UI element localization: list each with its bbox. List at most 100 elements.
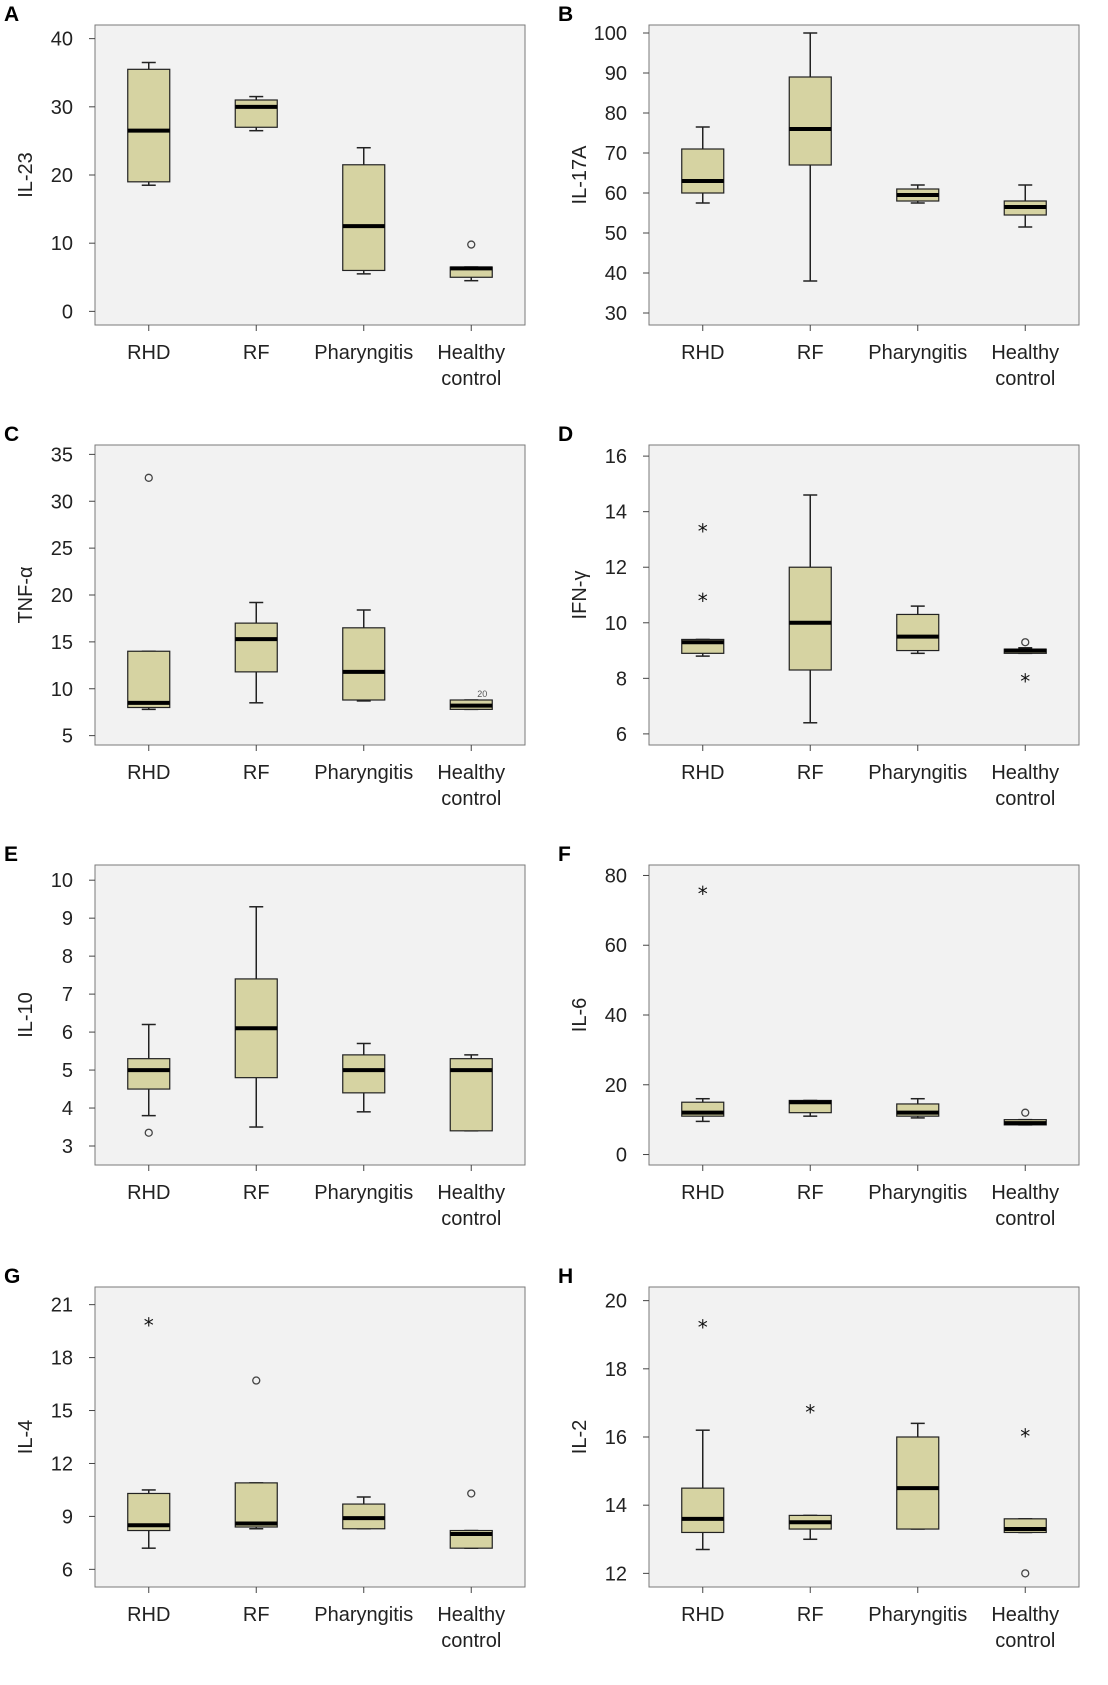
box-iqr <box>127 1058 171 1090</box>
y-tick-label: 15 <box>51 1401 73 1423</box>
x-category-label: Pharyngitis <box>314 762 413 784</box>
x-category-label: Healthy <box>437 762 505 784</box>
y-tick-label: 21 <box>51 1295 73 1317</box>
y-tick-label: 8 <box>62 946 73 968</box>
box-iqr <box>127 68 171 183</box>
x-category-label: control <box>995 788 1055 810</box>
y-tick-label: 5 <box>62 726 73 748</box>
chart-svg-c: C 5 10 15 20 25 30 35 TNF-α RHD RF Pharyngitis 20 Hea… <box>4 423 526 810</box>
y-tick-label: 0 <box>616 1145 627 1167</box>
box-iqr <box>342 164 386 272</box>
x-category-label: Pharyngitis <box>868 1604 967 1626</box>
y-tick-label: 6 <box>62 1022 73 1044</box>
plot-area <box>648 1286 1080 1588</box>
y-tick-label: 20 <box>605 1075 627 1097</box>
outlier-circle <box>144 1128 153 1137</box>
x-category-label: Pharyngitis <box>314 342 413 364</box>
panel-letter: C <box>4 423 19 446</box>
box-iqr <box>788 566 832 671</box>
y-tick-label: 40 <box>605 1005 627 1027</box>
x-category-label: control <box>995 368 1055 390</box>
panel-a: A 0 10 20 30 40 IL-23 RHD RF Pharyngitis Healthy co… <box>0 0 554 420</box>
box-iqr <box>127 650 171 709</box>
box-iqr <box>234 622 278 673</box>
x-category-label: RF <box>243 342 270 364</box>
panel-letter: E <box>4 843 18 866</box>
box-iqr <box>896 1436 940 1530</box>
x-category-label: RF <box>797 1182 824 1204</box>
y-tick-label: 0 <box>62 301 73 323</box>
y-tick-label: 16 <box>605 446 627 468</box>
x-category-label: RHD <box>681 1604 724 1626</box>
outlier-circle <box>252 1376 261 1385</box>
panel-f: F 0 20 40 60 80 IL-6 * RHD RF Pharyngitis Healthy co… <box>554 840 1108 1260</box>
y-tick-label: 6 <box>62 1559 73 1581</box>
x-category-label: RF <box>243 762 270 784</box>
y-tick-label: 40 <box>51 29 73 51</box>
plot-area <box>648 444 1080 746</box>
y-tick-label: 20 <box>51 585 73 607</box>
y-tick-label: 10 <box>51 233 73 255</box>
y-tick-label: 15 <box>51 632 73 654</box>
x-category-label: RHD <box>127 342 170 364</box>
chart-svg-h: H 12 14 16 18 20 IL-2 * RHD * RF Pharyngitis * Health… <box>558 1265 1080 1652</box>
y-tick-label: 3 <box>62 1136 73 1158</box>
y-tick-label: 30 <box>51 491 73 513</box>
y-tick-label: 35 <box>51 444 73 466</box>
y-tick-label: 25 <box>51 538 73 560</box>
y-axis-label: IL-4 <box>15 1420 37 1454</box>
outlier-circle <box>467 240 476 249</box>
y-axis-label: IL-10 <box>15 992 37 1038</box>
y-tick-label: 8 <box>616 668 627 690</box>
x-category-label: Healthy <box>991 1182 1059 1204</box>
outlier-circle <box>1021 638 1030 647</box>
y-tick-label: 14 <box>605 1495 627 1517</box>
y-tick-label: 14 <box>605 502 627 524</box>
x-category-label: control <box>441 368 501 390</box>
y-tick-label: 60 <box>605 935 627 957</box>
y-tick-label: 12 <box>51 1453 73 1475</box>
y-tick-label: 80 <box>605 865 627 887</box>
x-category-label: RHD <box>681 342 724 364</box>
box-iqr <box>234 1482 278 1528</box>
y-tick-label: 40 <box>605 263 627 285</box>
x-category-label: RHD <box>681 1182 724 1204</box>
x-category-label: control <box>441 788 501 810</box>
y-tick-label: 20 <box>605 1291 627 1313</box>
y-tick-label: 5 <box>62 1060 73 1082</box>
box-iqr <box>681 148 725 194</box>
y-tick-label: 80 <box>605 103 627 125</box>
outlier-star: * <box>698 1316 708 1340</box>
outlier-circle <box>467 1489 476 1498</box>
y-tick-label: 12 <box>605 557 627 579</box>
y-tick-label: 10 <box>51 870 73 892</box>
panel-e: E 3 4 5 6 7 8 9 10 IL-10 RHD RF Pharyngitis Healthy co… <box>0 840 554 1260</box>
y-tick-label: 30 <box>605 303 627 325</box>
x-category-label: RF <box>797 762 824 784</box>
chart-svg-f: F 0 20 40 60 80 IL-6 * RHD RF Pharyngitis Healthy co… <box>558 843 1080 1230</box>
x-category-label: RHD <box>127 1182 170 1204</box>
x-category-label: control <box>441 1208 501 1230</box>
x-category-label: RF <box>797 342 824 364</box>
x-category-label: Pharyngitis <box>868 1182 967 1204</box>
y-tick-label: 60 <box>605 183 627 205</box>
outlier-star: * <box>698 519 708 543</box>
chart-svg-a: A 0 10 20 30 40 IL-23 RHD RF Pharyngitis Healthy co… <box>4 3 526 390</box>
panel-c: C 5 10 15 20 25 30 35 TNF-α RHD RF Pharyngitis 20 Hea… <box>0 420 554 840</box>
box-iqr <box>234 99 278 128</box>
box-iqr <box>896 613 940 652</box>
y-tick-label: 20 <box>51 165 73 187</box>
y-axis-label: IFN-γ <box>569 571 591 620</box>
chart-svg-d: D 6 8 10 12 14 16 IFN-γ * * RHD RF Pharyngitis * Healt… <box>558 423 1080 810</box>
plot-area <box>648 24 1080 326</box>
panel-g: G 6 9 12 15 18 21 IL-4 * RHD RF Pharyngitis Healthy c… <box>0 1262 554 1682</box>
panel-letter: D <box>558 423 573 446</box>
outlier-star: * <box>1020 1425 1030 1449</box>
panel-letter: F <box>558 843 571 866</box>
panel-letter: G <box>4 1265 20 1288</box>
box-iqr <box>342 1054 386 1094</box>
x-category-label: RF <box>243 1604 270 1626</box>
y-tick-label: 7 <box>62 984 73 1006</box>
panel-b: B 30 40 50 60 70 80 90 100 IL-17A RHD RF Pharyngitis… <box>554 0 1108 420</box>
